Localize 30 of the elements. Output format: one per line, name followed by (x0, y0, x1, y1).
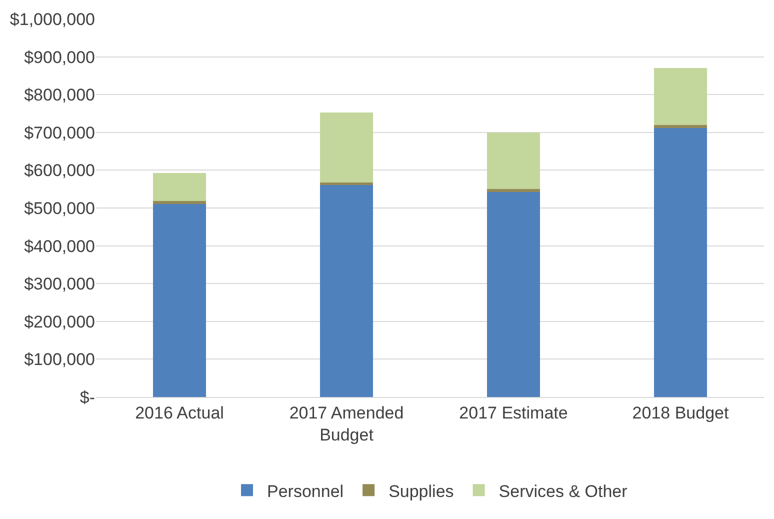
bar (486, 189, 540, 192)
y-tick-label: $400,000 (24, 236, 95, 256)
x-tick-label: 2017 Estimate (459, 404, 568, 423)
bar (152, 172, 206, 202)
y-tick-label: $1,000,000 (10, 10, 95, 29)
bar (152, 204, 206, 397)
legend-label: Personnel (267, 482, 344, 501)
bar (320, 182, 374, 185)
y-tick-label: $500,000 (24, 198, 95, 218)
bar (654, 125, 708, 128)
bar (320, 112, 374, 182)
y-tick-label: $- (80, 388, 95, 407)
y-tick-label: $800,000 (24, 86, 95, 105)
y-tick-label: $700,000 (24, 123, 95, 142)
y-tick-label: $100,000 (24, 350, 95, 370)
y-tick-label: $200,000 (24, 312, 95, 332)
bar (654, 128, 708, 397)
bar (320, 184, 374, 397)
x-tick-label: 2016 Actual (135, 404, 224, 423)
y-tick-label: $900,000 (24, 48, 95, 67)
x-tick-label: 2018 Budget (632, 404, 729, 423)
x-tick-label: 2017 Amended Budget (289, 404, 404, 445)
bar (486, 132, 540, 190)
bar (486, 192, 540, 397)
bar (152, 201, 206, 204)
bar (654, 68, 708, 126)
y-tick-label: $300,000 (24, 274, 95, 294)
y-tick-label: $600,000 (24, 161, 95, 180)
legend-label: Services & Other (498, 482, 628, 501)
legend-label: Supplies (388, 482, 454, 501)
